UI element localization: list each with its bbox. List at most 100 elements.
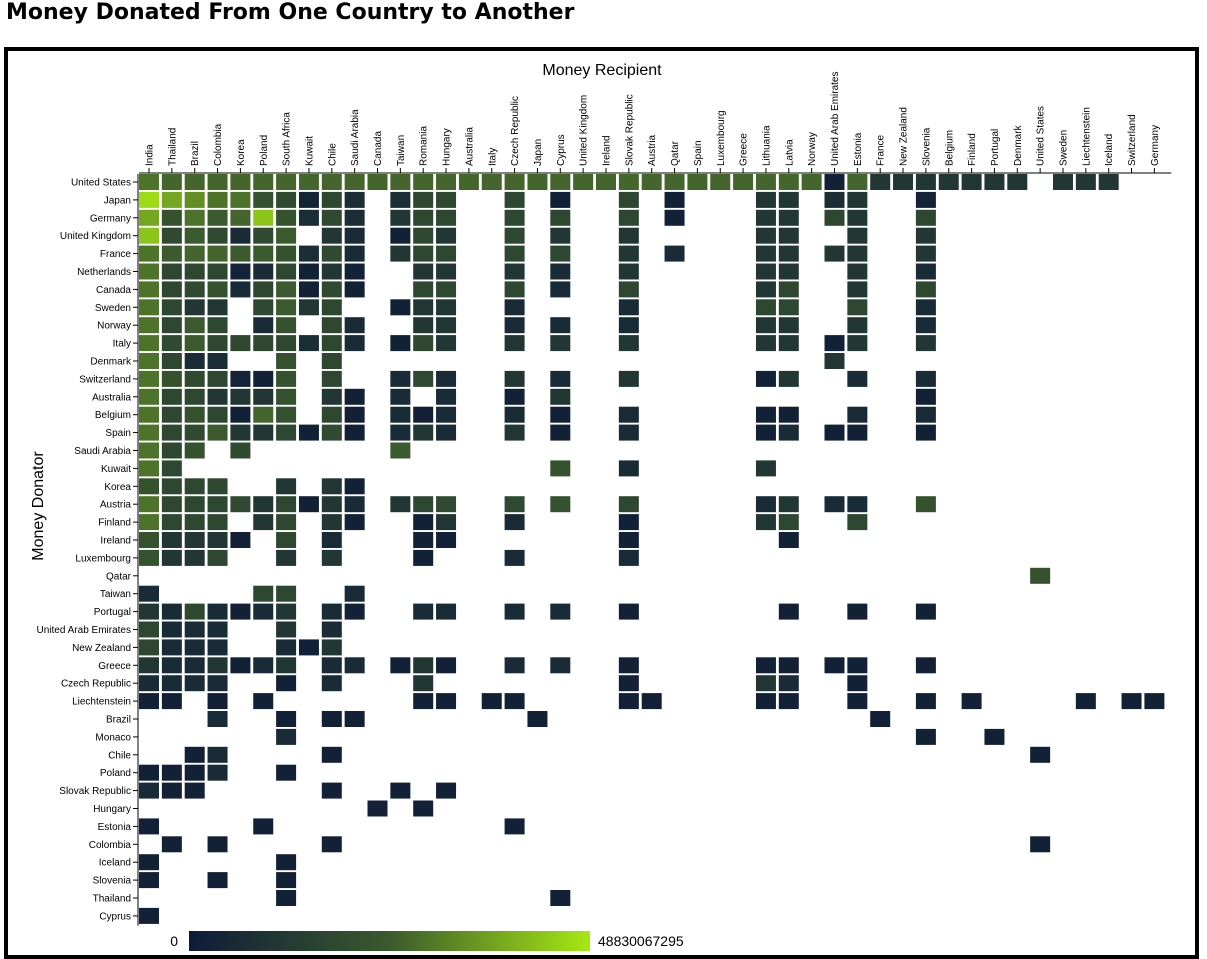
heatmap-cell — [504, 299, 525, 316]
y-tick-label: Colombia — [89, 840, 132, 851]
heatmap-cell — [139, 335, 159, 352]
heatmap-cell — [321, 370, 342, 387]
heatmap-cell — [504, 496, 525, 513]
heatmap-cell — [436, 245, 457, 262]
heatmap-cell — [550, 890, 571, 906]
heatmap-cell — [801, 174, 822, 190]
heatmap-cell — [847, 209, 868, 226]
heatmap-cell — [778, 370, 799, 387]
heatmap-cell — [184, 442, 205, 459]
heatmap-cell — [390, 657, 411, 674]
heatmap-cell — [436, 693, 457, 710]
y-tick-label: United Kingdom — [60, 231, 131, 242]
heatmap-cell — [1030, 836, 1051, 853]
heatmap-cell — [596, 174, 616, 190]
heatmap-cell — [139, 424, 159, 441]
x-tick-label: Canada — [373, 131, 384, 166]
x-tick-label: Lithuania — [761, 125, 772, 166]
heatmap-cell — [618, 424, 639, 441]
x-axis: India Thailand Brazil Colombia Korea Poland So… — [139, 72, 1172, 174]
heatmap-cell — [161, 639, 182, 656]
heatmap-cell — [321, 514, 342, 531]
heatmap-cell — [253, 281, 274, 298]
heatmap-cell — [230, 496, 251, 513]
heatmap-cell — [207, 209, 228, 226]
heatmap-cell — [755, 460, 776, 477]
heatmap-cell — [413, 532, 434, 548]
heatmap-cell — [321, 746, 342, 763]
heatmap-cell — [550, 406, 571, 423]
heatmap-cell — [207, 693, 228, 710]
heatmap-cell — [1075, 693, 1096, 710]
heatmap-cell — [161, 782, 182, 799]
heatmap-cell — [184, 370, 205, 387]
x-tick-label: Saudi Arabia — [350, 109, 361, 166]
x-tick-label: Iceland — [1104, 134, 1115, 166]
heatmap-cell — [184, 174, 205, 190]
heatmap-cell — [436, 263, 457, 280]
x-tick-label: Sweden — [1059, 130, 1070, 166]
heatmap-cell — [390, 406, 411, 423]
y-tick-label: Slovak Republic — [59, 786, 131, 797]
heatmap-cell — [276, 496, 297, 513]
heatmap-cell — [755, 496, 776, 513]
heatmap-cell — [618, 532, 639, 548]
heatmap-cell — [139, 406, 159, 423]
heatmap-cell — [321, 406, 342, 423]
heatmap-cell — [184, 388, 205, 405]
heatmap-cell — [550, 496, 571, 513]
heatmap-cell — [276, 370, 297, 387]
heatmap-cell — [915, 388, 936, 405]
heatmap-cell — [755, 406, 776, 423]
heatmap-cell — [847, 174, 868, 190]
heatmap-cell — [618, 335, 639, 352]
legend-max-label: 48830067295 — [598, 933, 684, 949]
heatmap-cell — [207, 764, 228, 781]
heatmap-cell — [390, 227, 411, 244]
heatmap-cell — [618, 406, 639, 423]
heatmap-cell — [161, 621, 182, 638]
x-tick-label: Italy — [487, 148, 498, 166]
heatmap-cell — [915, 299, 936, 316]
heatmap-cell — [847, 675, 868, 692]
heatmap-cell — [847, 299, 868, 316]
y-tick-label: Poland — [100, 768, 131, 779]
heatmap-cell — [139, 854, 159, 871]
heatmap-cell — [778, 227, 799, 244]
legend-min-label: 0 — [170, 933, 178, 949]
heatmap-cell — [253, 191, 274, 208]
x-tick-label: Switzerland — [1127, 114, 1138, 166]
x-tick-label: Hungary — [442, 128, 453, 166]
heatmap-cell — [344, 227, 365, 244]
heatmap-cell — [778, 675, 799, 692]
heatmap-cell — [1075, 174, 1096, 190]
heatmap-cell — [298, 174, 319, 190]
heatmap-cell — [344, 406, 365, 423]
heatmap-cell — [755, 174, 776, 190]
heatmap-cell — [184, 353, 205, 369]
heatmap-cell — [139, 442, 159, 459]
heatmap-cell — [824, 174, 845, 190]
heatmap-cell — [161, 209, 182, 226]
heatmap-cell — [184, 764, 205, 781]
heatmap-cell — [321, 388, 342, 405]
heatmap-cell — [298, 281, 319, 298]
heatmap-cell — [481, 693, 502, 710]
heatmap-cell — [755, 191, 776, 208]
heatmap-cell — [755, 424, 776, 441]
heatmap-cell — [139, 191, 159, 208]
heatmap-cell — [161, 335, 182, 352]
heatmap-cell — [413, 227, 434, 244]
heatmap-cell — [436, 191, 457, 208]
heatmap-cell — [915, 335, 936, 352]
heatmap-cell — [504, 370, 525, 387]
heatmap-cell — [618, 370, 639, 387]
heatmap-cell — [276, 728, 297, 745]
heatmap-cell — [847, 191, 868, 208]
heatmap-cell — [184, 549, 205, 566]
heatmap-cell — [778, 245, 799, 262]
heatmap-cell — [504, 174, 525, 190]
heatmap-cell — [618, 549, 639, 566]
heatmap-cell — [390, 442, 411, 459]
heatmap-cell — [207, 227, 228, 244]
